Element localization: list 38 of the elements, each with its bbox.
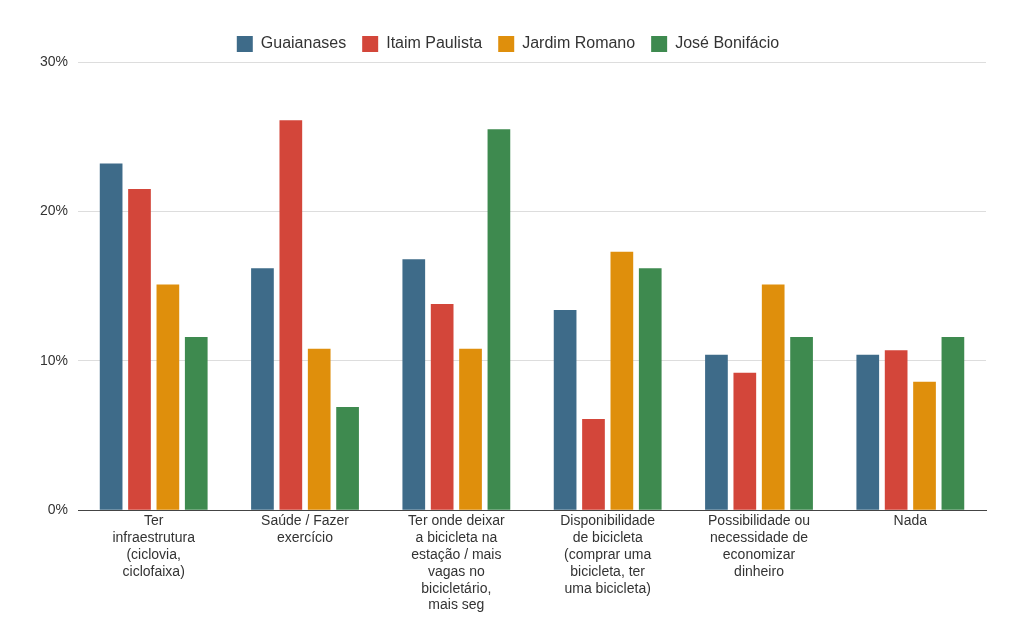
- x-tick-label: Ter onde deixar a bicicleta na estação / mais vagas no bicicletário, mais seg: [408, 512, 505, 613]
- bar: [307, 348, 331, 510]
- bar: [705, 354, 728, 510]
- bar: [184, 336, 208, 510]
- bar: [638, 268, 662, 510]
- legend-label: José Bonifácio: [675, 34, 780, 52]
- bar: [761, 284, 785, 510]
- legend-label: Jardim Romano: [522, 34, 636, 52]
- bar: [884, 350, 908, 510]
- bar: [156, 284, 180, 510]
- bar: [459, 348, 482, 510]
- bar: [790, 336, 813, 510]
- bar: [402, 259, 426, 510]
- legend-label: Guaianases: [260, 34, 347, 52]
- x-tick-label: Possibilidade ou necessidade de economizar dinheiro: [708, 512, 810, 579]
- x-tick-label: Disponibilidade de bicicleta (comprar uma bicicleta, ter uma bicicleta): [560, 512, 656, 596]
- bar: [941, 336, 965, 510]
- bar: [99, 163, 123, 510]
- bar: [279, 120, 303, 510]
- x-tick-label: Nada: [893, 512, 928, 529]
- bar: [487, 129, 511, 510]
- bar: [733, 372, 757, 510]
- bar: [430, 304, 454, 510]
- x-tick-label: Saúde / Fazer exercício: [261, 512, 350, 546]
- bar: [913, 381, 936, 510]
- y-tick-label: 30%: [39, 52, 69, 69]
- bar: [856, 354, 880, 510]
- y-tick-label: 20%: [39, 202, 69, 219]
- bar: [128, 188, 151, 510]
- bar: [582, 419, 605, 510]
- legend-label: Itaim Paulista: [386, 34, 483, 52]
- bar: [553, 310, 577, 510]
- bar: [336, 407, 359, 510]
- x-tick-label: Ter infraestrutura (ciclovia, ciclofaixa): [112, 512, 196, 579]
- bar: [610, 251, 634, 510]
- y-tick-label: 10%: [39, 351, 69, 368]
- bar: [251, 268, 274, 510]
- y-tick-label: 0%: [47, 501, 69, 518]
